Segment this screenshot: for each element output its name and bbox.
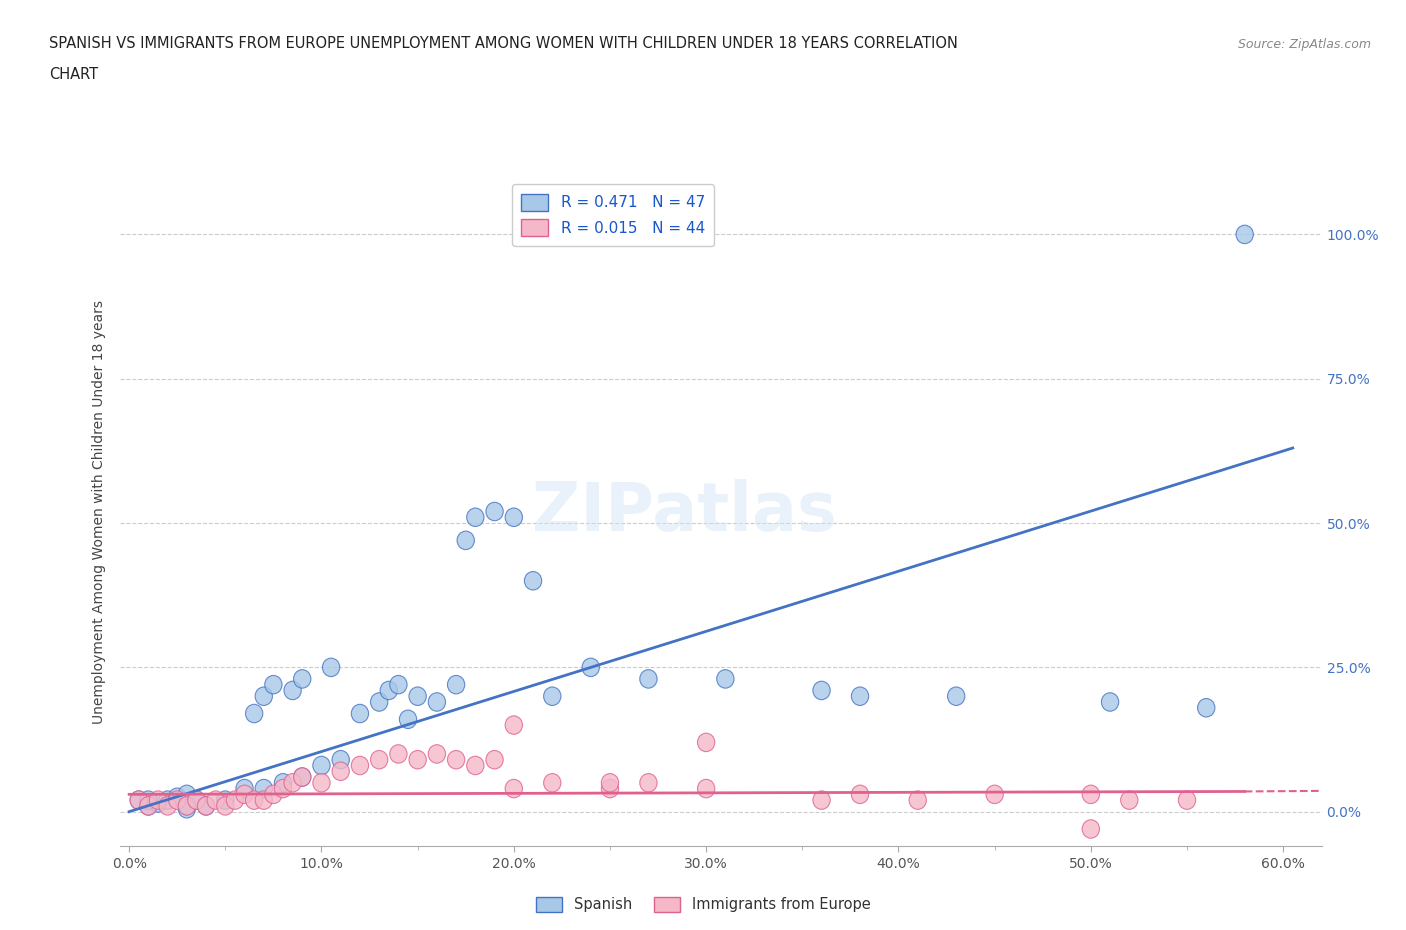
Text: SPANISH VS IMMIGRANTS FROM EUROPE UNEMPLOYMENT AMONG WOMEN WITH CHILDREN UNDER 1: SPANISH VS IMMIGRANTS FROM EUROPE UNEMPL… xyxy=(49,36,957,51)
Y-axis label: Unemployment Among Women with Children Under 18 years: Unemployment Among Women with Children U… xyxy=(93,299,107,724)
Text: CHART: CHART xyxy=(49,67,98,82)
Text: ZIPatlas: ZIPatlas xyxy=(533,479,837,544)
Legend: R = 0.471   N = 47, R = 0.015   N = 44: R = 0.471 N = 47, R = 0.015 N = 44 xyxy=(512,184,714,246)
Text: Source: ZipAtlas.com: Source: ZipAtlas.com xyxy=(1237,38,1371,51)
Legend: Spanish, Immigrants from Europe: Spanish, Immigrants from Europe xyxy=(530,891,876,918)
